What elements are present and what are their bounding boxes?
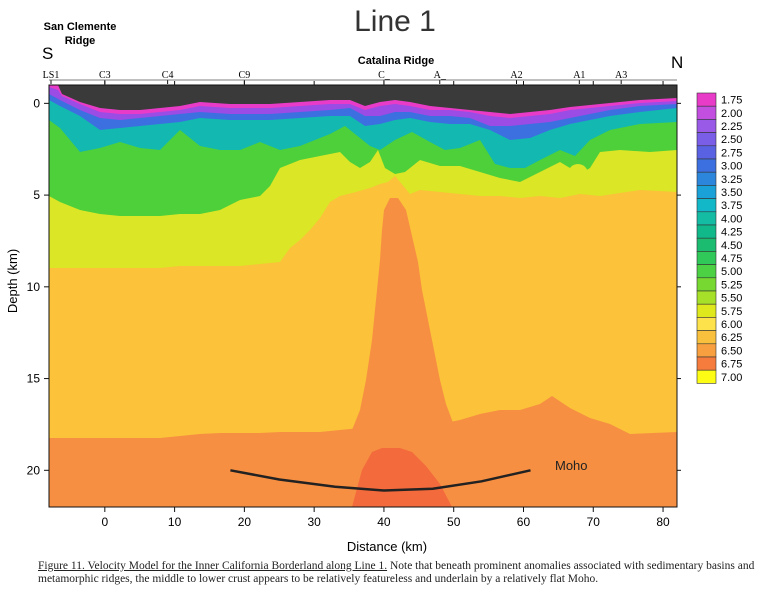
x-tick-label: 30 xyxy=(307,515,321,529)
colorbar-swatch xyxy=(696,132,717,147)
colorbar-label: 4.00 xyxy=(721,213,742,225)
colorbar-label: 3.50 xyxy=(721,187,742,199)
colorbar-swatch xyxy=(696,185,717,199)
colorbar-label: 6.75 xyxy=(721,359,742,371)
colorbar-swatch xyxy=(696,303,717,318)
colorbar-swatch xyxy=(696,237,717,252)
x-tick-label: 60 xyxy=(517,515,531,529)
anomaly-sediment-blob-3 xyxy=(568,164,588,184)
x-tick-label: 70 xyxy=(587,515,601,529)
station-label: A2 xyxy=(510,70,522,81)
colorbar-label: 3.00 xyxy=(721,161,742,173)
ridge-label-san-clemente-2: Ridge xyxy=(65,35,96,47)
anomaly-moho-root xyxy=(352,448,452,507)
colorbar-label: 2.75 xyxy=(721,147,742,159)
x-axis: 0 10 20 30 40 50 60 70 80 xyxy=(101,81,670,529)
caption-body: Note that beneath prominent anomalies as… xyxy=(38,560,755,585)
colorbar-swatch xyxy=(696,158,717,173)
colorbar-swatch xyxy=(696,277,717,292)
colorbar-swatch xyxy=(696,251,717,265)
colorbar-swatch xyxy=(696,119,717,133)
colorbar-swatch xyxy=(696,290,717,305)
y-tick-label: 15 xyxy=(27,372,41,386)
colorbar-label: 2.25 xyxy=(721,121,742,133)
anomaly-sediment-blob-1 xyxy=(346,197,366,211)
station-label: C3 xyxy=(99,70,111,81)
layer-water xyxy=(49,85,677,114)
x-tick-label: 40 xyxy=(377,515,391,529)
velocity-field xyxy=(49,85,677,507)
x-tick-label: 80 xyxy=(656,515,670,529)
colorbar-swatch xyxy=(696,224,717,239)
station-label: A1 xyxy=(573,70,585,81)
y-axis: 0 5 10 15 20 xyxy=(27,96,681,477)
station-label: LS1 xyxy=(43,70,60,81)
figure-caption: Figure 11. Velocity Model for the Inner … xyxy=(38,560,758,586)
caption-lead: Figure 11. Velocity Model for the Inner … xyxy=(38,560,388,572)
anomaly-catalina-ridge xyxy=(352,198,456,432)
x-axis-label: Distance (km) xyxy=(347,539,427,554)
colorbar-swatch xyxy=(696,211,717,226)
y-tick-label: 0 xyxy=(33,96,40,110)
direction-north: N xyxy=(671,53,683,72)
x-tick-label: 20 xyxy=(238,515,252,529)
station-labels: LS1 C3 C4 C9 C_ A_ A2 A1 A3 xyxy=(43,70,627,84)
colorbar-label: 4.50 xyxy=(721,240,742,252)
colorbar-label: 2.00 xyxy=(721,108,742,120)
colorbar-swatch xyxy=(696,264,717,279)
moho-label: Moho xyxy=(555,458,588,473)
y-axis-label: Depth (km) xyxy=(5,249,20,313)
colorbar-label: 4.75 xyxy=(721,253,742,265)
colorbar-label: 3.75 xyxy=(721,200,742,212)
colorbar-label: 5.75 xyxy=(721,306,742,318)
station-label: A_ xyxy=(434,70,447,81)
colorbar-swatch xyxy=(696,330,717,345)
colorbar-label: 3.25 xyxy=(721,174,742,186)
ridge-label-san-clemente-1: San Clemente xyxy=(44,21,117,33)
x-tick-label: 10 xyxy=(168,515,182,529)
y-tick-label: 20 xyxy=(27,463,41,477)
colorbar-swatch xyxy=(696,105,717,120)
colorbar-label: 6.00 xyxy=(721,319,742,331)
station-label: A3 xyxy=(615,70,627,81)
colorbar-label: 7.00 xyxy=(721,372,742,384)
colorbar-label: 6.50 xyxy=(721,345,742,357)
colorbar-legend: 1.752.002.252.502.75 3.003.253.503.754.00… xyxy=(696,92,742,384)
plot-frame xyxy=(48,84,678,508)
colorbar-swatch xyxy=(696,145,717,160)
colorbar-label: 2.50 xyxy=(721,134,742,146)
colorbar-swatch xyxy=(696,317,717,331)
y-tick-label: 5 xyxy=(33,188,40,202)
moho-curve xyxy=(230,469,531,492)
colorbar-swatch xyxy=(696,369,717,384)
colorbar-label: 1.75 xyxy=(721,95,742,107)
colorbar-label: 5.50 xyxy=(721,293,742,305)
station-label: C_ xyxy=(378,70,391,81)
chart-title: Line 1 xyxy=(354,5,436,38)
station-label: C9 xyxy=(239,70,251,81)
station-label: C4 xyxy=(162,70,174,81)
colorbar-swatch xyxy=(696,343,717,358)
ridge-label-catalina: Catalina Ridge xyxy=(358,55,434,67)
anomaly-sediment-blob-2 xyxy=(432,166,464,182)
colorbar-swatch xyxy=(696,356,717,371)
colorbar-label: 4.25 xyxy=(721,227,742,239)
colorbar-label: 5.00 xyxy=(721,266,742,278)
colorbar-swatch xyxy=(696,92,717,107)
direction-south: S xyxy=(42,44,53,63)
colorbar-label: 6.25 xyxy=(721,332,742,344)
y-tick-label: 10 xyxy=(27,280,41,294)
x-tick-label: 0 xyxy=(101,515,108,529)
colorbar-swatch xyxy=(696,171,717,186)
x-tick-label: 50 xyxy=(447,515,461,529)
colorbar-label: 5.25 xyxy=(721,279,742,291)
colorbar-swatch xyxy=(696,198,717,213)
